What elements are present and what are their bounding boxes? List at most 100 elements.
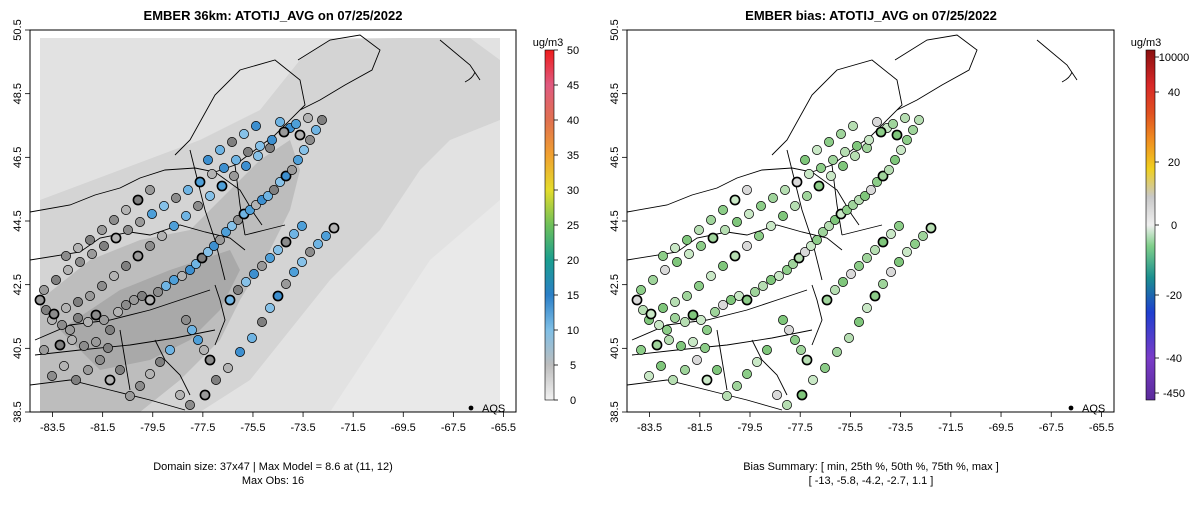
colorbar-tick-label: -40 [1166,353,1182,365]
y-tick-label: 48.5 [609,83,621,104]
colorbar-tick-label: 40 [567,115,579,127]
bias-site-marker [656,361,666,371]
obs-site-marker [215,145,225,155]
obs-site-marker [95,355,105,365]
obs-site-marker [71,375,81,385]
bias-footer-line-2: [ -13, -5.8, -4.2, -2.7, 1.1 ] [809,475,934,487]
obs-site-marker [97,225,107,235]
y-tick-label: 46.5 [609,147,621,168]
obs-site-marker [303,113,313,123]
bias-site-marker [791,176,803,188]
obs-site-marker [241,277,251,287]
obs-site-marker [265,253,275,263]
obs-site-marker [221,227,231,237]
bias-site-marker [648,275,658,285]
bias-site-marker [750,287,760,297]
x-tick-label: -65.5 [1089,422,1114,434]
obs-site-marker [159,201,169,211]
bias-site-marker [910,239,920,249]
obs-site-marker [235,347,245,357]
bias-site-marker [821,294,833,306]
bias-site-marker [707,232,719,244]
colorbar-tick-label: 40 [1168,87,1180,99]
bias-site-marker [866,185,876,195]
colorbar-tick-label: 20 [567,255,579,267]
obs-site-marker [211,375,221,385]
bias-site-marker [682,291,692,301]
obs-site-marker [269,185,279,195]
obs-site-marker [85,235,95,245]
bias-site-marker [796,345,806,355]
bias-site-marker [806,241,816,251]
x-tick-label: -77.5 [788,422,813,434]
bias-site-marker [720,225,730,235]
bias-site-marker [684,249,694,259]
bias-site-marker [877,170,889,182]
obs-site-marker [239,129,249,139]
colorbar-tick-label: 50 [567,45,579,57]
bias-background [627,30,1114,412]
bias-site-marker [658,303,668,313]
bias-site-marker [891,129,903,141]
bias-site-marker [718,261,728,271]
bias-site-marker [742,241,752,251]
obs-site-marker [183,185,193,195]
obs-site-marker [280,236,292,248]
obs-site-marker [169,275,179,285]
obs-site-marker [97,281,107,291]
bias-site-marker [644,371,654,381]
bias-site-marker [680,365,690,375]
obs-site-marker [289,229,299,239]
obs-site-marker [87,249,97,259]
obs-site-marker [193,201,203,211]
obs-site-marker [247,333,257,343]
bias-site-marker [830,285,840,295]
x-tick-label: -65.5 [491,422,516,434]
bias-site-marker [687,309,699,321]
aqs-legend-label-bias: AQS [1082,403,1105,415]
obs-site-marker [171,193,181,203]
obs-site-marker [61,303,71,313]
obs-site-marker [257,317,267,327]
obs-site-marker [305,135,315,145]
y-tick-label: 42.5 [609,274,621,295]
obs-site-marker [135,217,145,227]
obs-site-marker [263,191,273,201]
colorbar-tick-label: 5 [570,360,576,372]
bias-site-marker [894,221,904,231]
panel-bias: EMBER bias: ATOTIJ_AVG on 07/25/2022 -83… [609,8,1189,487]
colorbar-tick-label: 10000 [1159,52,1190,64]
obs-site-marker [144,294,156,306]
obs-site-marker [215,235,225,245]
obs-site-marker [249,269,259,279]
obs-site-marker [132,250,144,262]
bias-axes: -83.5 -81.5 -79.5 -77.5 -75.5 -73.5 -71.5 -69.5… [609,19,1114,434]
bias-site-marker [754,231,764,241]
bias-title: EMBER bias: ATOTIJ_AVG on 07/25/2022 [745,8,997,23]
x-tick-label: -77.5 [190,422,215,434]
obs-site-marker [39,345,49,355]
bias-site-marker [818,227,828,237]
obs-site-marker [73,297,83,307]
bias-site-marker [732,217,742,227]
obs-site-marker [104,374,116,386]
obs-site-marker [209,241,219,251]
obs-site-marker [132,194,144,206]
colorbar-tick-label: 30 [567,185,579,197]
bias-site-marker [752,357,762,367]
obs-site-marker [73,313,83,323]
bias-site-marker [813,180,825,192]
x-tick-label: -79.5 [140,422,165,434]
obs-site-marker [294,129,306,141]
x-tick-label: -81.5 [687,422,712,434]
x-tick-label: -67.5 [441,422,466,434]
bias-site-marker [884,165,894,175]
bias-site-marker [854,317,864,327]
bias-site-marker [804,169,814,179]
bias-site-marker [802,191,812,201]
obs-site-marker [204,354,216,366]
bias-site-marker [877,236,889,248]
obs-site-marker [293,155,303,165]
bias-site-marker [862,303,872,313]
